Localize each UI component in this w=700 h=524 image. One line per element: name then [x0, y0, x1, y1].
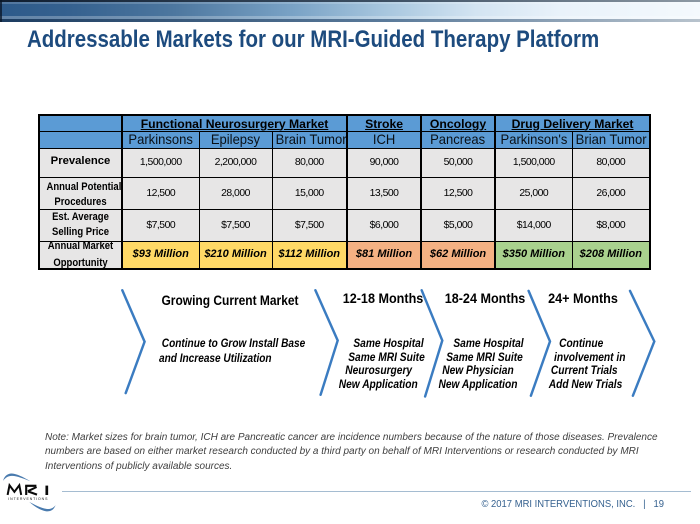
svg-text:INTERVENTIONS: INTERVENTIONS	[8, 497, 48, 501]
